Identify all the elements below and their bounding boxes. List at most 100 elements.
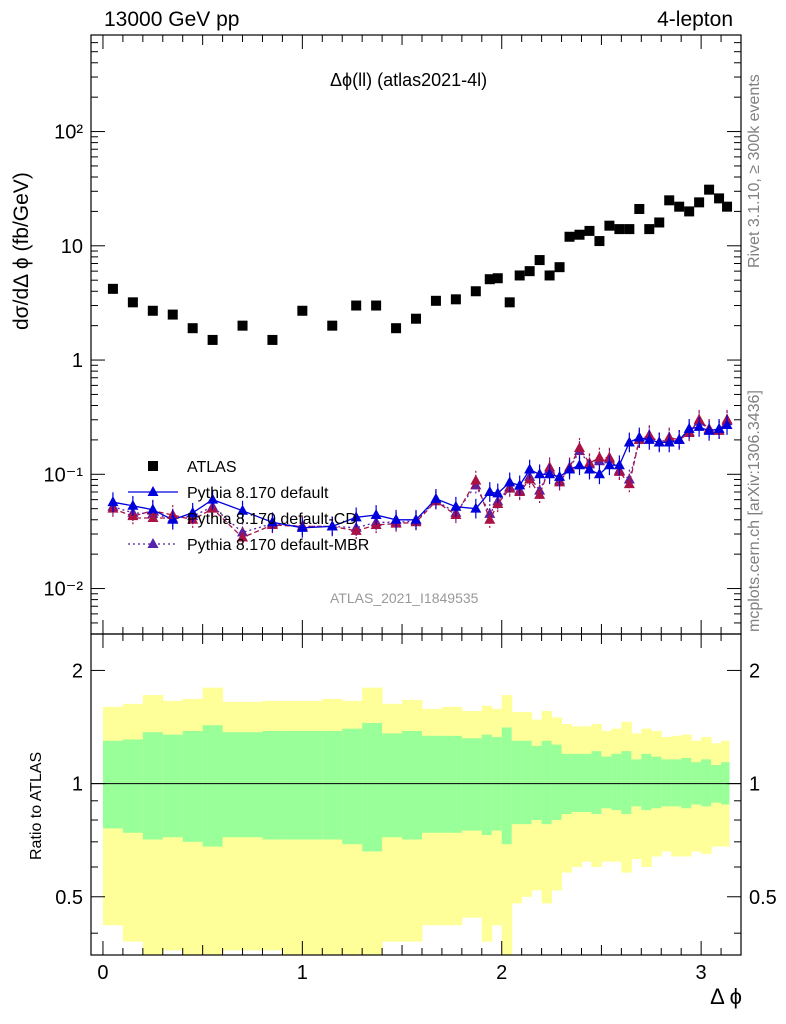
data-point <box>237 504 249 515</box>
data-point <box>350 511 362 522</box>
ratio-inner-band-bin <box>571 753 582 813</box>
axis-ticks <box>91 34 741 955</box>
ratio-inner-band-bin <box>222 732 263 838</box>
ratio-inner-band-bin <box>122 739 144 833</box>
data-point <box>514 270 525 281</box>
data-point <box>237 320 248 331</box>
ratio-inner-band-bin <box>651 756 662 809</box>
data-point <box>644 224 655 235</box>
data-point <box>127 297 138 308</box>
ratio-inner-band-bin <box>701 759 712 807</box>
data-point <box>450 500 462 511</box>
tick-label: 0.5 <box>749 887 777 909</box>
data-point <box>683 422 695 433</box>
tick-label: 0 <box>97 962 108 984</box>
data-point <box>237 531 249 542</box>
tick-label: 1 <box>72 774 83 796</box>
data-point <box>492 273 503 284</box>
tick-label: 10⁻² <box>44 579 84 601</box>
data-point <box>470 502 482 513</box>
data-point <box>484 274 495 285</box>
legend-label: Pythia 8.170 default-CD <box>187 511 357 528</box>
main-panel-series <box>107 184 733 548</box>
ratio-inner-band-bin <box>481 734 493 835</box>
ratio-panel-frame <box>90 633 742 956</box>
data-point <box>207 493 219 504</box>
data-point <box>514 479 526 490</box>
legend: ATLAS Pythia 8.170 default Pythia 8.170 de… <box>128 459 369 554</box>
tick-label: 0.5 <box>55 887 83 909</box>
ratio-inner-band-bin <box>142 732 164 840</box>
tick-label: 2 <box>72 660 83 682</box>
tick-label: 1 <box>72 350 83 372</box>
legend-entry: Pythia 8.170 default-CD <box>128 511 357 528</box>
rivet-version-label: Rivet 3.1.10, ≥ 300k events <box>746 74 763 268</box>
legend-label: Pythia 8.170 default-MBR <box>187 537 369 554</box>
ratio-inner-band-bin <box>402 731 423 840</box>
ratio-inner-band-bin <box>601 756 612 809</box>
legend-marker <box>147 512 159 522</box>
data-point <box>573 441 585 452</box>
data-point <box>350 524 362 535</box>
data-point <box>633 431 645 442</box>
plot-title: Δϕ(ll) (atlas2021-4l) <box>330 70 488 90</box>
data-point <box>267 334 278 345</box>
data-point <box>492 487 504 498</box>
data-point <box>534 255 545 266</box>
tick-label: 2 <box>749 660 760 682</box>
data-point <box>643 433 655 444</box>
data-point <box>107 496 119 507</box>
data-point <box>237 526 249 537</box>
data-point <box>663 436 675 447</box>
data-point <box>653 436 665 447</box>
data-point <box>573 459 585 470</box>
data-point <box>187 323 198 334</box>
data-point <box>684 206 695 217</box>
data-point <box>430 295 441 306</box>
ratio-inner-band-bin <box>162 734 184 838</box>
ratio-inner-band-bin <box>421 735 443 833</box>
data-point <box>484 485 496 496</box>
tick-label: 2 <box>496 962 507 984</box>
ratio-inner-band-bin <box>501 727 513 845</box>
data-point <box>470 286 481 297</box>
data-point <box>713 422 725 433</box>
data-point <box>721 419 733 430</box>
data-point <box>673 433 685 444</box>
ratio-inner-band-bin <box>611 753 622 811</box>
data-point <box>613 459 625 470</box>
data-point <box>207 334 218 345</box>
data-point <box>484 513 496 524</box>
data-point <box>554 262 565 273</box>
data-point <box>127 499 139 510</box>
data-point <box>107 283 118 294</box>
data-point <box>614 224 625 235</box>
ratio-inner-band-bin <box>461 738 483 831</box>
ratio-inner-band-bin <box>202 725 224 847</box>
ratio-inner-band-bin <box>342 728 363 845</box>
data-point <box>603 459 615 470</box>
ratio-uncertainty-bands <box>102 687 730 955</box>
ratio-inner-band-bin <box>511 740 523 825</box>
ratio-inner-band-bin <box>681 757 692 809</box>
data-point <box>187 506 199 517</box>
data-point <box>351 300 362 311</box>
legend-marker <box>147 486 159 496</box>
mcplots-source-label: mcplots.cern.ch [arXiv:1306.3436] <box>746 390 763 632</box>
ratio-inner-band-bin <box>322 731 343 840</box>
header-right-label: 4-lepton <box>657 8 733 31</box>
ratio-inner-band-bin <box>661 759 672 807</box>
series-pythia-default <box>107 415 733 538</box>
analysis-id-label: ATLAS_2021_I1849535 <box>330 590 479 606</box>
data-point <box>624 224 635 235</box>
tick-label: 10² <box>54 122 83 144</box>
legend-label: ATLAS <box>187 459 237 476</box>
main-y-axis-label: dσ/dΔ ϕ (fb/GeV) <box>10 172 33 330</box>
ratio-inner-band-bin <box>641 753 652 811</box>
data-point <box>326 520 338 531</box>
data-point <box>411 313 421 324</box>
data-point <box>634 203 645 214</box>
data-point <box>593 451 605 462</box>
axis-tick-labels: 10⁻² 10⁻¹ 1 10 10² 0.5 0.5 1 1 2 2 0 1 2 3 <box>44 122 777 984</box>
legend-marker <box>147 538 159 548</box>
